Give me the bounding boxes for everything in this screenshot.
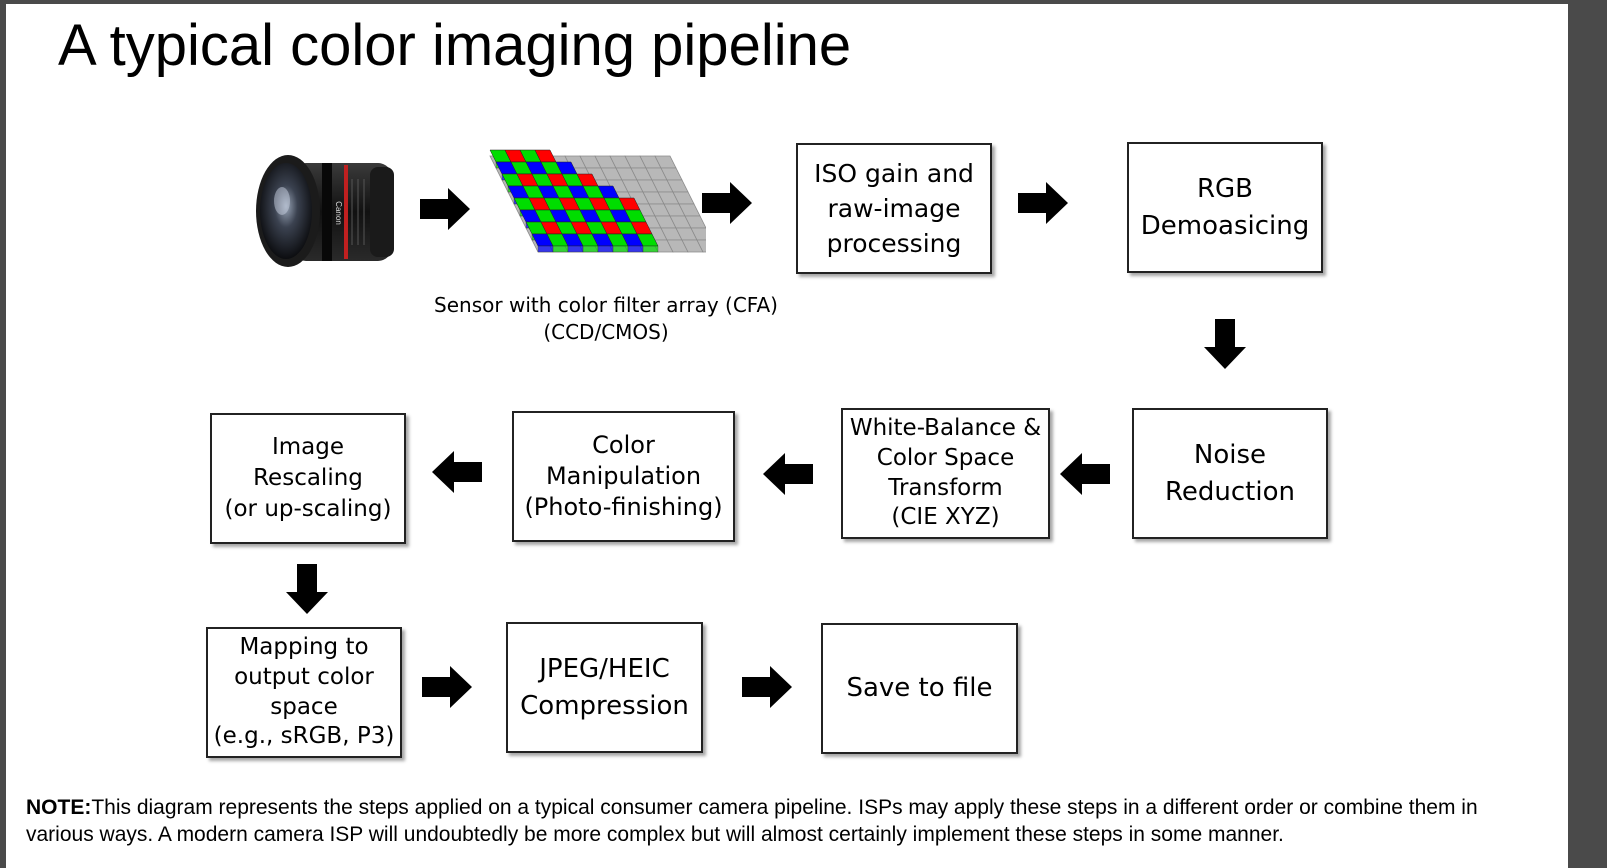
arrow-right-icon (420, 660, 474, 714)
arrow-right-icon (1016, 176, 1070, 230)
arrow-down-icon (1198, 317, 1252, 371)
demosaicing-box: RGB Demoasicing (1127, 142, 1323, 273)
arrow-down-icon (280, 562, 334, 616)
cfa-filter-side (612, 245, 629, 253)
svg-text:Canon: Canon (334, 201, 343, 225)
mapping-output-box: Mapping to output color space (e.g., sRG… (206, 627, 402, 758)
noise-reduction-line2: Reduction (1165, 476, 1295, 507)
cfa-base-cell (690, 227, 706, 241)
note-paragraph: NOTE:This diagram represents the steps a… (26, 794, 1526, 849)
demosaicing-line1: RGB (1196, 174, 1254, 205)
white-balance-line4: (CIE XYZ) (891, 504, 1000, 531)
cfa-filter-side (582, 245, 599, 253)
color-manipulation-box: Color Manipulation (Photo-finishing) (512, 411, 735, 542)
arrow-right-icon (740, 660, 794, 714)
white-balance-line2: Color Space (876, 444, 1015, 471)
cfa-sensor-icon (489, 149, 706, 253)
jpeg-compression-box: JPEG/HEIC Compression (506, 622, 703, 753)
cfa-filter-side (537, 245, 554, 253)
arrow-right-icon (700, 176, 754, 230)
cfa-base-cell (684, 215, 706, 229)
camera-lens-icon: Canon (256, 155, 394, 267)
cfa-filter-side (642, 245, 659, 253)
save-to-file-box: Save to file (821, 623, 1018, 754)
color-manipulation-line2: Manipulation (545, 461, 702, 490)
image-rescaling-box: Image Rescaling (or up-scaling) (210, 413, 406, 544)
mapping-output-line2: output color (234, 663, 374, 690)
demosaicing-line2: Demoasicing (1140, 210, 1310, 241)
cfa-filter-side (627, 245, 644, 253)
arrow-right-icon (418, 182, 472, 236)
noise-reduction-line1: Noise (1193, 440, 1267, 471)
image-rescaling-line2: (or up-scaling) (224, 496, 392, 523)
white-balance-line3: Transform (888, 474, 1003, 501)
cfa-filter-side (597, 245, 614, 253)
slide: A typical color imaging pipeline (6, 4, 1568, 868)
sensor-caption: Sensor with color filter array (CFA) (CC… (416, 292, 796, 346)
mapping-output-line3: space (270, 693, 338, 720)
save-to-file-label: Save to file (846, 673, 993, 704)
jpeg-compression-line2: Compression (520, 690, 689, 721)
iso-gain-line1: ISO gain and (814, 159, 974, 188)
sensor-caption-line2: (CCD/CMOS) (543, 320, 669, 344)
cfa-base-cell (696, 239, 706, 253)
arrow-left-icon (761, 447, 815, 501)
noise-reduction-box: Noise Reduction (1132, 408, 1328, 539)
mapping-output-line4: (e.g., sRGB, P3) (213, 723, 395, 750)
page-title: A typical color imaging pipeline (58, 13, 852, 78)
arrow-left-icon (1058, 447, 1112, 501)
iso-gain-line2: raw-image (827, 194, 961, 223)
iso-gain-box: ISO gain and raw-image processing (796, 143, 992, 274)
jpeg-compression-line1: JPEG/HEIC (539, 654, 670, 685)
iso-gain-line3: processing (826, 229, 962, 258)
mapping-output-line1: Mapping to (239, 633, 369, 660)
sensor-caption-line1: Sensor with color filter array (CFA) (434, 293, 778, 317)
white-balance-box: White-Balance & Color Space Transform (C… (841, 408, 1050, 539)
color-manipulation-line1: Color (592, 430, 655, 459)
image-rescaling-line1: Image Rescaling (253, 433, 363, 491)
white-balance-line1: White-Balance & (849, 414, 1042, 441)
note-text: This diagram represents the steps applie… (26, 796, 1478, 847)
color-manipulation-line3: (Photo-finishing) (524, 493, 723, 522)
cfa-filter-side (552, 245, 569, 253)
arrow-left-icon (430, 445, 484, 499)
note-label: NOTE: (26, 796, 92, 819)
cfa-filter-side (567, 245, 584, 253)
